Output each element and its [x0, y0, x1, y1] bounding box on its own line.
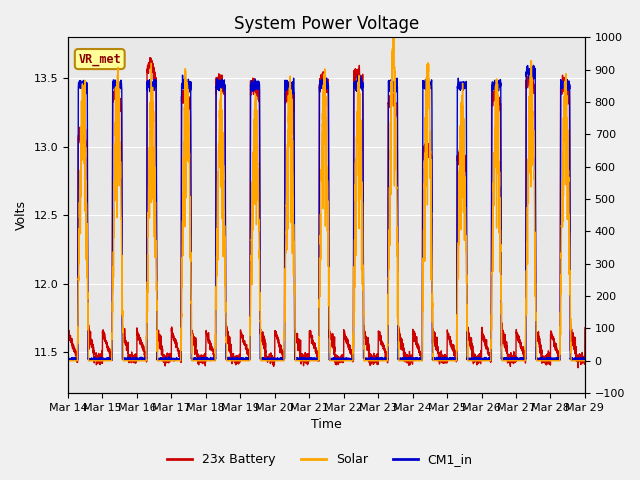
Solar	[389, 35, 397, 40]
CM1_in	[413, 355, 421, 361]
X-axis label: Time: Time	[311, 419, 342, 432]
CM1_in	[64, 356, 72, 362]
CM1_in	[307, 355, 315, 360]
23x Battery	[64, 328, 72, 334]
23x Battery	[157, 342, 165, 348]
CM1_in	[170, 358, 178, 364]
Solar	[413, 358, 421, 364]
Line: CM1_in: CM1_in	[68, 65, 585, 361]
Line: 23x Battery: 23x Battery	[68, 58, 585, 368]
23x Battery	[442, 357, 450, 362]
Solar	[64, 358, 72, 364]
CM1_in	[580, 356, 588, 361]
Line: Solar: Solar	[68, 37, 585, 361]
CM1_in	[157, 356, 164, 361]
Solar	[472, 358, 479, 364]
CM1_in	[581, 355, 589, 361]
Text: VR_met: VR_met	[78, 52, 121, 66]
CM1_in	[530, 62, 538, 68]
23x Battery	[146, 55, 154, 60]
Solar	[580, 358, 588, 364]
Title: System Power Voltage: System Power Voltage	[234, 15, 419, 33]
Legend: 23x Battery, Solar, CM1_in: 23x Battery, Solar, CM1_in	[163, 448, 477, 471]
Solar	[157, 358, 164, 364]
Solar	[442, 358, 450, 364]
23x Battery	[307, 333, 315, 338]
CM1_in	[472, 357, 479, 363]
23x Battery	[581, 325, 589, 331]
23x Battery	[580, 361, 588, 367]
CM1_in	[442, 356, 450, 362]
23x Battery	[413, 342, 421, 348]
23x Battery	[574, 365, 582, 371]
Y-axis label: Volts: Volts	[15, 200, 28, 230]
Solar	[307, 358, 315, 364]
23x Battery	[472, 356, 479, 361]
Solar	[581, 358, 589, 364]
